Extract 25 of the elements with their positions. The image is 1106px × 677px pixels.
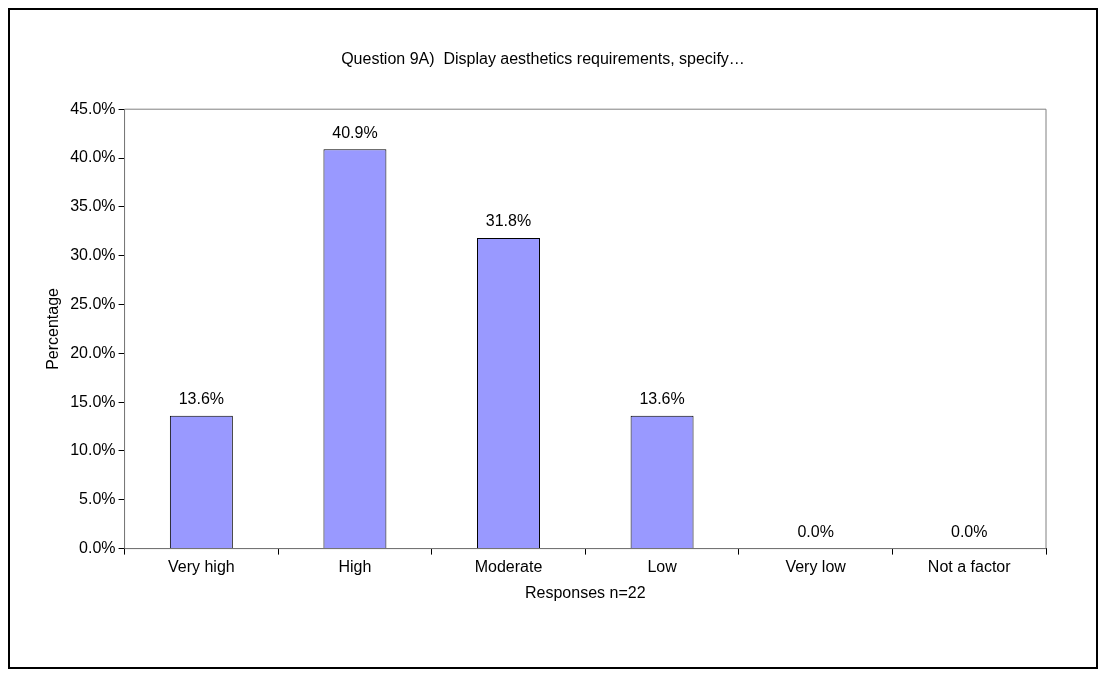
y-tick-label: 20.0% [70,343,116,361]
y-tick-label: 5.0% [79,490,116,508]
x-axis-title: Responses n=22 [525,583,646,601]
data-label: 31.8% [485,212,532,230]
y-axis-title: Percentage [44,287,62,370]
x-tick-label: Not a factor [927,557,1012,575]
data-label: 0.0% [797,523,834,541]
y-tick-label: 30.0% [70,246,116,264]
data-label: 13.6% [639,390,685,408]
y-tick-label: 0.0% [79,539,116,557]
y-tick-label: 10.0% [70,441,116,459]
chart-title: Question 9A) Display aesthetics requirements, specify… [341,50,745,68]
y-tick-label: 25.0% [70,294,116,312]
y-tick-label: 35.0% [70,197,116,215]
data-label: 40.9% [332,123,378,141]
x-tick-label: Moderate [474,557,543,575]
data-label: 0.0% [950,523,988,541]
y-tick-label: 40.0% [70,148,116,166]
x-tick-label: High [338,557,372,575]
x-tick-label: Low [647,557,678,575]
data-label: 13.6% [178,390,225,408]
x-tick-label: Very low [785,557,847,575]
y-tick-label: 45.0% [70,99,116,117]
y-tick-label: 15.0% [70,392,116,410]
x-tick-label: Very high [167,557,235,575]
